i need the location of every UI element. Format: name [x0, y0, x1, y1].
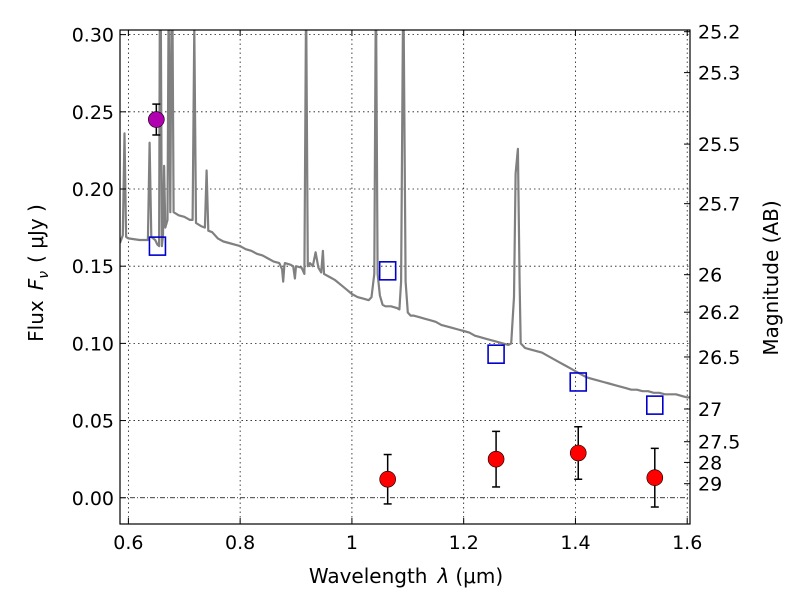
- right-axis-label: Magnitude (AB): [759, 200, 783, 355]
- axis-ticks: 0.6 0.8 1 1.2 1.4 1.6 0.00 0.05 0.10 0.15 0.20 0.25…: [72, 22, 741, 554]
- y-tick-label: 0.00: [72, 488, 114, 510]
- x-tick-label: 1.2: [449, 532, 479, 554]
- model-flux-square: [148, 236, 167, 256]
- magnitude-tick-label: 25.3: [698, 63, 740, 85]
- x-tick-label: 1.6: [672, 532, 702, 554]
- y-tick-label: 0.10: [72, 333, 114, 355]
- magnitude-tick-label: 27: [698, 399, 722, 421]
- magnitude-tick-label: 26.2: [698, 302, 740, 324]
- model-flux-square: [487, 344, 505, 364]
- observed-photometry-point: [487, 450, 505, 468]
- x-axis-label: Wavelength λ (μm): [309, 564, 503, 588]
- y-axis-label: FluxFν( μJy ): [24, 204, 52, 342]
- y-tick-label: 0.25: [72, 102, 114, 124]
- magnitude-tick-label: 25.5: [698, 134, 740, 156]
- magnitude-tick-label: 26: [698, 265, 722, 287]
- magnitude-tick-label: 27.5: [698, 432, 740, 454]
- y-tick-label: 0.20: [72, 179, 114, 201]
- plot-area: [120, 30, 690, 399]
- observed-detection-point: [148, 111, 165, 128]
- observed-photometry-point: [646, 469, 664, 486]
- y-tick-label: 0.05: [72, 411, 114, 433]
- y-tick-label: 0.30: [72, 25, 114, 47]
- model-flux-square: [645, 395, 664, 415]
- plot-frame: [119, 29, 691, 525]
- magnitude-tick-label: 26.5: [698, 347, 740, 369]
- magnitude-tick-label: 25.2: [698, 22, 740, 44]
- x-tick-label: 0.6: [113, 532, 143, 554]
- magnitude-tick-label: 25.7: [698, 194, 740, 216]
- observed-photometry-point: [569, 444, 587, 462]
- y-tick-label: 0.15: [72, 256, 114, 278]
- magnitude-tick-label: 29: [698, 474, 722, 496]
- model-flux-square: [378, 261, 397, 281]
- observed-photometry-point: [379, 470, 396, 488]
- x-tick-label: 1: [346, 532, 358, 554]
- x-tick-label: 0.8: [225, 532, 255, 554]
- x-tick-label: 1.4: [560, 532, 590, 554]
- markers: [148, 103, 664, 508]
- model-flux-square: [569, 372, 588, 392]
- model-spectrum-line: [120, 30, 690, 399]
- magnitude-tick-label: 28: [698, 452, 722, 474]
